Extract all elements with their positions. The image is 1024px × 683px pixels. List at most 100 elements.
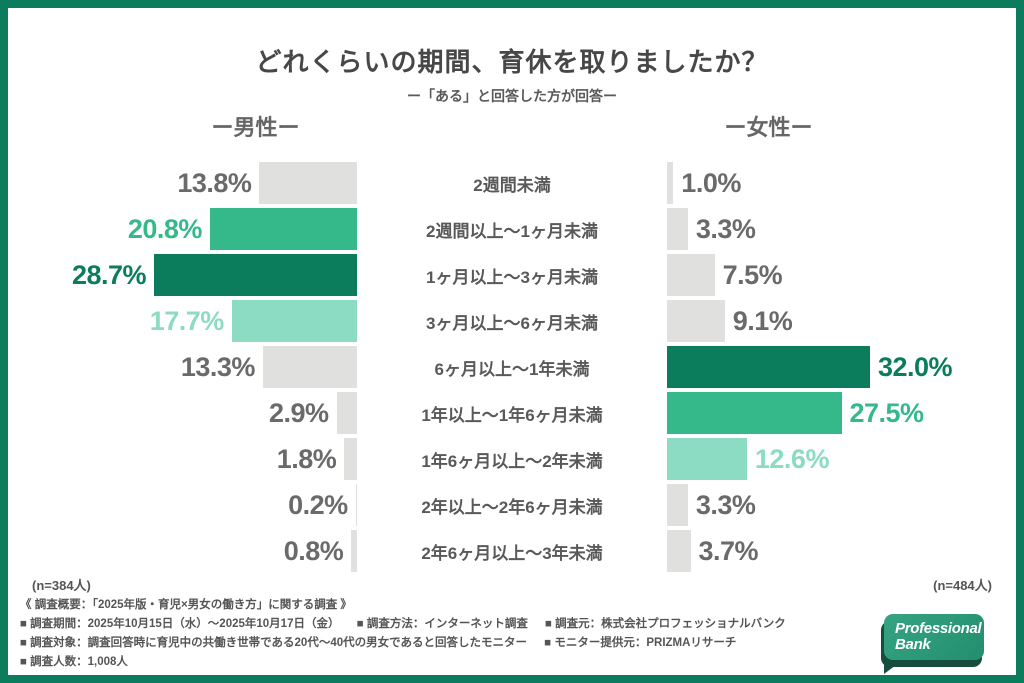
logo-text-professional: Professional xyxy=(895,619,982,637)
category-label: 1年6ヶ月以上〜2年未満 xyxy=(421,451,603,471)
chart-row: 17.7% 3ヶ月以上〜6ヶ月未満 9.1% xyxy=(30,298,994,344)
category-label: 1年以上〜1年6ヶ月未満 xyxy=(421,405,603,425)
male-value-label: 0.2% xyxy=(288,489,348,520)
category-label: 2週間以上〜1ヶ月未満 xyxy=(426,221,598,241)
female-sample-size: (n=484人) xyxy=(933,578,992,593)
female-bar xyxy=(667,162,674,204)
female-bar xyxy=(667,208,688,250)
female-row-cell: 1.0% xyxy=(667,162,994,204)
category-cell: 2年以上〜2年6ヶ月未満 xyxy=(357,493,667,518)
chart-row: 1.8% 1年6ヶ月以上〜2年未満 12.6% xyxy=(30,436,994,482)
male-row-cell: 0.2% xyxy=(30,484,357,526)
male-value-label: 0.8% xyxy=(283,535,344,566)
category-cell: 2年6ヶ月以上〜3年未満 xyxy=(357,539,667,564)
female-column-header: ー女性ー xyxy=(724,115,813,140)
sample-size-row: (n=384人) (n=484人) xyxy=(32,575,992,594)
professional-bank-logo: Professional Bank xyxy=(881,614,988,675)
female-bar xyxy=(667,530,691,572)
female-value-label: 3.7% xyxy=(698,535,759,566)
survey-source: ■ 調査元：株式会社プロフェッショナルバンク xyxy=(545,618,786,630)
category-cell: 2週間以上〜1ヶ月未満 xyxy=(357,217,667,242)
male-row-cell: 2.9% xyxy=(30,392,357,434)
category-label: 2年6ヶ月以上〜3年未満 xyxy=(421,543,603,563)
category-label: 2週間未満 xyxy=(473,175,551,195)
female-row-cell: 27.5% xyxy=(667,392,994,434)
category-label: 3ヶ月以上〜6ヶ月未満 xyxy=(426,313,598,333)
survey-monitor-provider: ■ モニター提供元：PRIZMAリサーチ xyxy=(544,637,737,649)
male-bar xyxy=(336,392,357,434)
category-label: 6ヶ月以上〜1年未満 xyxy=(434,359,590,379)
female-row-cell: 3.7% xyxy=(667,530,994,572)
category-cell: 6ヶ月以上〜1年未満 xyxy=(357,355,667,380)
female-bar xyxy=(667,484,688,526)
survey-overview: 《 調査概要：「2025年版・育児×男女の働き方」に関する調査 》 xyxy=(20,599,352,611)
male-row-cell: 28.7% xyxy=(30,254,357,296)
male-row-cell: 13.3% xyxy=(30,346,357,388)
survey-footer-line2: ■ 調査期間：2025年10月15日（水）〜2025年10月17日（金） ■ 調… xyxy=(20,615,885,634)
male-value-label: 28.7% xyxy=(71,259,147,290)
male-bar xyxy=(262,346,357,388)
male-value-label: 1.8% xyxy=(276,443,337,474)
category-label: 2年以上〜2年6ヶ月未満 xyxy=(421,497,603,517)
logo-bubble: Professional Bank xyxy=(884,614,984,660)
male-sample-size: (n=384人) xyxy=(32,578,91,593)
female-row-cell: 32.0% xyxy=(667,346,994,388)
female-value-label: 12.6% xyxy=(754,443,830,474)
female-value-label: 32.0% xyxy=(878,351,953,382)
chart-row: 28.7% 1ヶ月以上〜3ヶ月未満 7.5% xyxy=(30,252,994,298)
male-value-label: 17.7% xyxy=(149,305,225,336)
male-row-cell: 0.8% xyxy=(30,530,357,572)
male-bar xyxy=(344,438,357,480)
chart-row: 0.2% 2年以上〜2年6ヶ月未満 3.3% xyxy=(30,482,994,528)
male-bar xyxy=(209,208,357,250)
female-row-cell: 3.3% xyxy=(667,484,994,526)
chart-subtitle: ー「ある」と回答した方が回答ー xyxy=(407,88,617,104)
male-value-label: 13.3% xyxy=(180,351,256,382)
female-value-label: 3.3% xyxy=(695,213,756,244)
female-row-cell: 7.5% xyxy=(667,254,994,296)
chart-row: 13.3% 6ヶ月以上〜1年未満 32.0% xyxy=(30,344,994,390)
chart-row: 0.8% 2年6ヶ月以上〜3年未満 3.7% xyxy=(30,528,994,574)
survey-footer-line3: ■ 調査対象：調査回答時に育児中の共働き世帯である20代〜40代の男女であると回… xyxy=(20,634,885,653)
chart-row: 2.9% 1年以上〜1年6ヶ月未満 27.5% xyxy=(30,390,994,436)
male-row-cell: 13.8% xyxy=(30,162,357,204)
category-cell: 2週間未満 xyxy=(357,171,667,196)
female-row-cell: 12.6% xyxy=(667,438,994,480)
female-bar xyxy=(667,254,715,296)
chart-title: どれくらいの期間、育休を取りましたか？ xyxy=(255,47,769,77)
male-bar xyxy=(355,484,357,526)
female-bar xyxy=(667,346,870,388)
female-value-label: 3.3% xyxy=(695,489,756,520)
category-cell: 1年6ヶ月以上〜2年未満 xyxy=(357,447,667,472)
category-cell: 3ヶ月以上〜6ヶ月未満 xyxy=(357,309,667,334)
male-column-header: ー男性ー xyxy=(211,115,300,140)
male-bar xyxy=(231,300,357,342)
male-row-cell: 17.7% xyxy=(30,300,357,342)
chart-row: 20.8% 2週間以上〜1ヶ月未満 3.3% xyxy=(30,206,994,252)
survey-respondent-count: ■ 調査人数：1,008人 xyxy=(20,656,128,668)
logo-speech-tail xyxy=(884,662,900,674)
female-row-cell: 9.1% xyxy=(667,300,994,342)
survey-footer: 《 調査概要：「2025年版・育児×男女の働き方」に関する調査 》 ■ 調査期間… xyxy=(20,596,885,672)
survey-target: ■ 調査対象：調査回答時に育児中の共働き世帯である20代〜40代の男女であると回… xyxy=(20,637,527,649)
category-cell: 1ヶ月以上〜3ヶ月未満 xyxy=(357,263,667,288)
female-row-cell: 3.3% xyxy=(667,208,994,250)
female-bar xyxy=(667,392,842,434)
female-value-label: 9.1% xyxy=(732,305,793,336)
male-value-label: 2.9% xyxy=(268,397,329,428)
chart-rows: 13.8% 2週間未満 1.0% 20.8% 2週間以上〜1ヶ月未満 3.3% … xyxy=(30,160,994,574)
category-cell: 1年以上〜1年6ヶ月未満 xyxy=(357,401,667,426)
male-value-label: 20.8% xyxy=(127,213,203,244)
male-value-label: 13.8% xyxy=(177,167,252,198)
survey-period: ■ 調査期間：2025年10月15日（水）〜2025年10月17日（金） xyxy=(20,618,340,630)
male-row-cell: 20.8% xyxy=(30,208,357,250)
female-bar xyxy=(667,300,725,342)
male-bar xyxy=(154,254,357,296)
female-value-label: 27.5% xyxy=(849,397,925,428)
male-bar xyxy=(259,162,357,204)
female-value-label: 7.5% xyxy=(722,259,783,290)
category-label: 1ヶ月以上〜3ヶ月未満 xyxy=(426,267,598,287)
survey-footer-line4: ■ 調査人数：1,008人 xyxy=(20,653,885,672)
male-bar xyxy=(351,530,357,572)
